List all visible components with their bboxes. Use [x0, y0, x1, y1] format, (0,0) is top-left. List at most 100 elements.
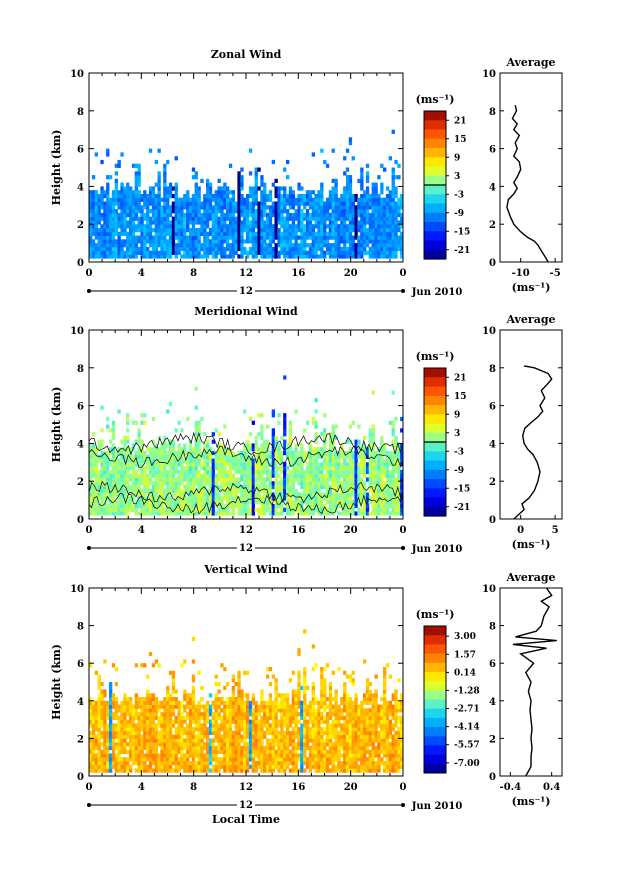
colorbar-tick-label: -21: [454, 246, 470, 256]
y-tick-label: 2: [77, 734, 84, 745]
average-y-tick-label: 2: [489, 477, 496, 488]
average-line: [506, 104, 549, 263]
date-span-end: [401, 289, 405, 293]
x-tick-label: 0: [86, 782, 93, 793]
average-x-tick-label: 5: [552, 525, 559, 536]
colorbar-tick-label: -4.14: [454, 723, 480, 733]
x-tick-label: 20: [344, 525, 358, 536]
y-tick-label: 10: [70, 69, 84, 80]
chart-title: Meridional Wind: [194, 305, 298, 318]
colorbar-tick-label: 15: [454, 392, 467, 402]
x-tick-label: 4: [138, 782, 145, 793]
y-tick-label: 10: [70, 584, 84, 595]
x-tick-label: 0: [86, 525, 93, 536]
x-tick-label: 4: [138, 268, 145, 279]
average-y-tick-label: 10: [482, 584, 496, 595]
x-axis-label: Local Time: [212, 813, 280, 826]
colorbar-tick-label: 9: [454, 153, 460, 163]
x-tick-label: 8: [190, 268, 197, 279]
y-tick-label: 6: [77, 402, 84, 413]
average-y-tick-label: 2: [489, 734, 496, 745]
date-span-end: [401, 803, 405, 807]
average-title: Average: [505, 571, 555, 584]
colorbar-unit: (ms⁻¹): [416, 350, 455, 363]
average-x-tick-label: -5: [550, 268, 561, 279]
average-profile: Average 0 2 4 6 8 10 0 5(ms⁻¹): [482, 313, 563, 551]
colorbar-tick-label: -5.57: [454, 741, 480, 751]
colorbar-tick-label: -2.71: [454, 704, 480, 714]
average-y-tick-label: 10: [482, 326, 496, 337]
colorbar-tick-label: 3.00: [454, 632, 476, 642]
colorbar-tick-label: -1.28: [454, 686, 480, 696]
date-label: Jun 2010: [411, 544, 463, 555]
x-tick-label: 12: [239, 525, 253, 536]
x-tick-label: 16: [291, 782, 305, 793]
average-y-tick-label: 10: [482, 69, 496, 80]
average-profile: Average 0 2 4 6 8 10 -0.4 0.4 (ms⁻¹): [482, 571, 563, 808]
y-tick-label: 6: [77, 145, 84, 156]
x-tick-label: 20: [344, 268, 358, 279]
contour-lines: [88, 431, 404, 515]
y-axis-label: Height (km): [50, 644, 63, 720]
y-axis-label: Height (km): [50, 387, 63, 463]
average-y-tick-label: 6: [489, 659, 496, 670]
x-tick-label: 0: [400, 782, 407, 793]
colorbar-tick-label: 21: [454, 116, 467, 126]
average-x-tick-label: -10: [512, 268, 530, 279]
x-tick-label: 0: [86, 268, 93, 279]
x-tick-label: 20: [344, 782, 358, 793]
y-tick-label: 6: [77, 659, 84, 670]
y-tick-label: 0: [77, 515, 84, 526]
colorbar-tick-label: 3: [454, 429, 460, 439]
average-frame: [499, 72, 563, 263]
average-profile: Average 0 2 4 6 8 10 -10 -5 (ms⁻¹): [482, 56, 563, 294]
average-y-tick-label: 0: [489, 515, 496, 526]
y-tick-label: 4: [77, 182, 84, 193]
x-tick-label: 12: [239, 782, 253, 793]
colorbar-unit: (ms⁻¹): [416, 93, 455, 106]
y-tick-label: 2: [77, 477, 84, 488]
y-tick-label: 4: [77, 439, 84, 450]
colorbar: 3.00 1.57 0.14 -1.28 -2.71 -4.14 -5.57 -7.00: [423, 625, 480, 774]
colorbar-unit: (ms⁻¹): [416, 608, 455, 621]
average-y-tick-label: 4: [489, 182, 496, 193]
date-span-start: [87, 546, 91, 550]
x-tick-label: 8: [190, 525, 197, 536]
colorbar-tick-label: -3: [454, 190, 464, 200]
x-tick-label: 0: [400, 268, 407, 279]
average-y-tick-label: 4: [489, 697, 496, 708]
y-tick-label: 0: [77, 258, 84, 269]
colorbar-tick-label: 3: [454, 172, 460, 182]
colorbar: 21 15 9 3 -3 -9 -15 -21: [423, 367, 470, 517]
y-tick-label: 8: [77, 107, 84, 118]
average-y-tick-label: 0: [489, 258, 496, 269]
average-y-tick-label: 6: [489, 145, 496, 156]
colorbar-tick-label: 9: [454, 410, 460, 420]
y-tick-label: 4: [77, 697, 84, 708]
average-title: Average: [505, 313, 555, 326]
average-y-tick-label: 4: [489, 439, 496, 450]
average-y-tick-label: 8: [489, 364, 496, 375]
date-center-label: 12: [239, 286, 253, 297]
average-x-unit: (ms⁻¹): [512, 281, 551, 294]
date-center-label: 12: [239, 543, 253, 554]
colorbar-tick-label: -7.00: [454, 759, 480, 769]
colorbar: 21 15 9 3 -3 -9 -15 -21: [423, 110, 470, 260]
x-tick-label: 12: [239, 268, 253, 279]
heatmap-field: [89, 129, 404, 259]
average-line: [513, 365, 553, 520]
average-y-tick-label: 2: [489, 220, 496, 231]
colorbar-tick-label: -3: [454, 447, 464, 457]
average-y-tick-label: 0: [489, 772, 496, 783]
colorbar-tick-label: 0.14: [454, 668, 476, 678]
y-tick-label: 8: [77, 364, 84, 375]
colorbar-tick-label: 21: [454, 373, 467, 383]
y-tick-label: 2: [77, 220, 84, 231]
y-tick-label: 0: [77, 772, 84, 783]
x-tick-label: 8: [190, 782, 197, 793]
date-span-start: [87, 289, 91, 293]
average-x-tick-label: -0.4: [500, 782, 522, 793]
